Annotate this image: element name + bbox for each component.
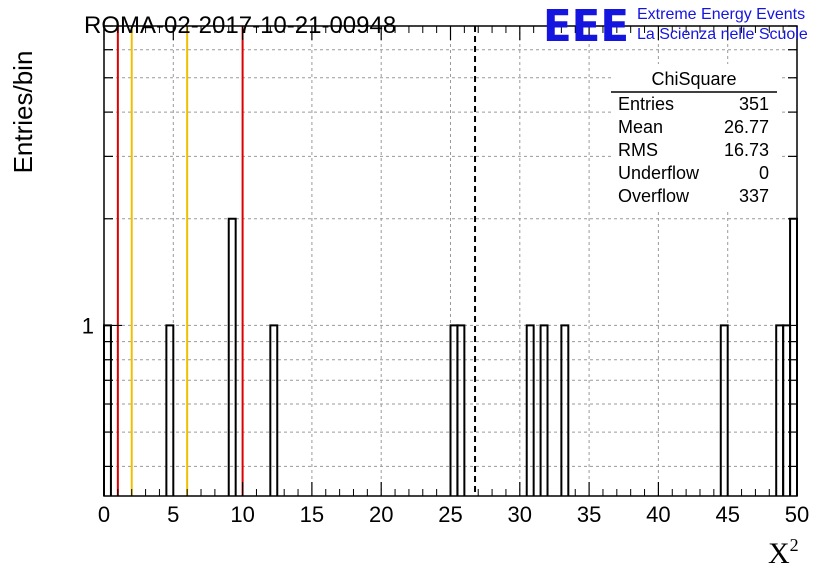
logo-line-1: Extreme Energy Events [637, 6, 805, 23]
y-axis-label: Entries/bin [8, 51, 38, 174]
histogram-bar [456, 324, 466, 496]
x-tick-label: 0 [98, 502, 110, 527]
stats-value: 0 [759, 163, 769, 183]
histogram-bar [539, 324, 549, 496]
histogram-bar [227, 217, 237, 496]
stats-value: 16.73 [724, 140, 769, 160]
x-tick-label: 10 [230, 502, 254, 527]
histogram-bar [525, 324, 535, 496]
stats-value: 351 [739, 94, 769, 114]
x-axis-label-base: X [768, 537, 790, 570]
x-tick-label: 15 [300, 502, 324, 527]
histogram-bar [449, 324, 459, 496]
stats-label: Underflow [618, 163, 700, 183]
stats-value: 26.77 [724, 117, 769, 137]
stats-rows: Entries 351 Mean 26.77 RMS 16.73 Underflow 0 Ove… [618, 94, 769, 206]
x-tick-label: 40 [646, 502, 670, 527]
histogram-bar [560, 324, 570, 496]
stats-label: RMS [618, 140, 658, 160]
stats-box-title: ChiSquare [651, 69, 736, 89]
x-tick-label: 20 [369, 502, 393, 527]
logo-letters: EEE [543, 1, 629, 52]
histogram-bar [775, 324, 785, 496]
x-tick-label: 30 [508, 502, 532, 527]
x-tick-label: 50 [785, 502, 809, 527]
y-tick-label: 1 [82, 313, 94, 338]
histogram-bar [165, 324, 175, 496]
x-tick-label: 5 [167, 502, 179, 527]
eee-logo: EEE Extreme Energy Events La Scienza nel… [543, 1, 808, 52]
x-axis-label-superscript: 2 [790, 535, 799, 555]
x-tick-label: 45 [715, 502, 739, 527]
histogram-bar [789, 217, 798, 496]
stats-value: 337 [739, 186, 769, 206]
stats-box: ChiSquare Entries 351 Mean 26.77 RMS 16.73 Und… [611, 64, 779, 209]
axis-ticks: 0 5 10 15 20 25 30 35 40 45 50 1 [82, 25, 809, 527]
chart-title: ROMA-02-2017-10-21-00948 [84, 12, 396, 39]
x-tick-label: 25 [438, 502, 462, 527]
logo-line-2: La Scienza nelle Scuole [637, 26, 808, 43]
x-axis-label: X2 [768, 535, 799, 570]
reference-lines [116, 26, 477, 496]
histogram-bar [719, 324, 729, 496]
stats-label: Entries [618, 94, 674, 114]
x-tick-label: 35 [577, 502, 601, 527]
histogram-bar [782, 324, 792, 496]
histogram-bar [103, 324, 112, 496]
stats-label: Mean [618, 117, 663, 137]
stats-box-background [611, 64, 779, 209]
histogram-bar [269, 324, 279, 496]
stats-label: Overflow [618, 186, 690, 206]
